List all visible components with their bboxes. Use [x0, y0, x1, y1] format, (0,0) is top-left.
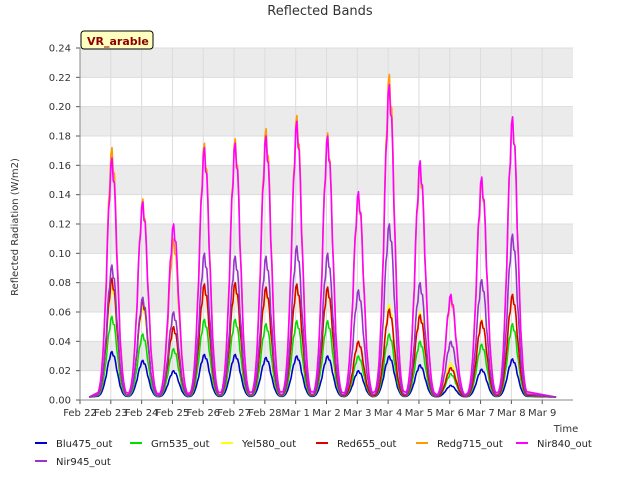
- x-tick-label: Mar 5: [405, 408, 433, 419]
- x-axis-label: Time: [553, 424, 578, 435]
- legend-item: Red655_out: [316, 439, 397, 450]
- chart-title: Reflected Bands: [267, 4, 373, 19]
- site-badge-box: [80, 30, 154, 50]
- x-tick-label: Mar 1: [281, 408, 309, 419]
- x-tick-label: Feb 26: [186, 408, 220, 419]
- y-tick-label: 0.14: [49, 190, 71, 201]
- y-tick-label: 0.12: [49, 220, 71, 231]
- y-tick-label: 0.00: [49, 396, 71, 407]
- y-tick-label: 0.04: [49, 337, 71, 348]
- series-line-nir840-out: [88, 83, 557, 398]
- y-tick-label: 0.02: [49, 366, 71, 377]
- y-tick-label: 0.18: [49, 132, 71, 143]
- x-tick-label: Mar 6: [436, 408, 464, 419]
- series-layer: [88, 73, 557, 398]
- x-tick-label: Mar 3: [343, 408, 371, 419]
- legend-item: Blu475_out: [35, 439, 113, 450]
- legend-label: Yel580_out: [241, 439, 296, 450]
- legend-item: Yel580_out: [221, 439, 296, 450]
- x-tick-label: Feb 23: [94, 408, 128, 419]
- axes: 0.00 0.02 0.04 0.06 0.08 0.10 0.12 0.14 0.16 0.18…: [49, 44, 573, 419]
- x-tick-label: Feb 24: [125, 408, 159, 419]
- x-tick-label: Feb 28: [248, 408, 282, 419]
- site-badge: VR_arable: [80, 30, 154, 50]
- series-line-nir945-out: [88, 223, 557, 398]
- x-tick-label: Feb 27: [217, 408, 251, 419]
- legend: Blu475_out Grn535_out Yel580_out Red655_out…: [35, 439, 592, 468]
- legend-item: Redg715_out: [416, 439, 503, 450]
- x-tick-label: Mar 9: [528, 408, 556, 419]
- x-tick-label: Feb 25: [156, 408, 190, 419]
- y-tick-label: 0.22: [49, 73, 71, 84]
- x-tick-label: Mar 2: [312, 408, 340, 419]
- legend-label: Nir840_out: [537, 439, 592, 450]
- y-tick-label: 0.20: [49, 102, 71, 113]
- legend-label: Blu475_out: [56, 439, 113, 450]
- legend-item: Grn535_out: [130, 439, 210, 450]
- y-tick-label: 0.06: [49, 308, 71, 319]
- legend-label: Grn535_out: [151, 439, 210, 450]
- y-tick-label: 0.08: [49, 278, 71, 289]
- x-tick-label: Mar 4: [374, 408, 402, 419]
- legend-label: Nir945_out: [56, 457, 111, 468]
- legend-label: Red655_out: [337, 439, 397, 450]
- legend-label: Redg715_out: [437, 439, 503, 450]
- x-tick-label: Mar 7: [466, 408, 494, 419]
- legend-item: Nir945_out: [35, 457, 111, 468]
- x-tick-label: Feb 22: [63, 408, 97, 419]
- site-badge-label: VR_arable: [87, 35, 149, 48]
- y-tick-label: 0.16: [49, 161, 71, 172]
- x-tick-label: Mar 8: [497, 408, 525, 419]
- y-tick-label: 0.10: [49, 249, 71, 260]
- legend-item: Nir840_out: [516, 439, 592, 450]
- y-axis-label: Reflected Radiation (W/m2): [10, 158, 21, 296]
- y-tick-label: 0.24: [49, 44, 71, 55]
